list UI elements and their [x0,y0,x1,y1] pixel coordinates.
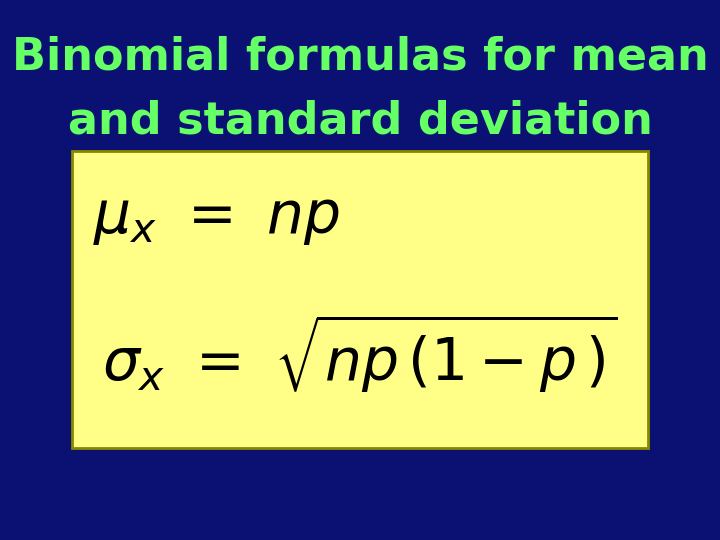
Text: and standard deviation: and standard deviation [68,100,652,143]
FancyBboxPatch shape [72,151,648,448]
Text: $\mu_x \ = \ np$: $\mu_x \ = \ np$ [93,191,339,247]
Text: Binomial formulas for mean: Binomial formulas for mean [12,35,708,78]
Text: $\sigma_x \ = \ \sqrt{np\,(1-p\,)}$: $\sigma_x \ = \ \sqrt{np\,(1-p\,)}$ [102,312,618,395]
